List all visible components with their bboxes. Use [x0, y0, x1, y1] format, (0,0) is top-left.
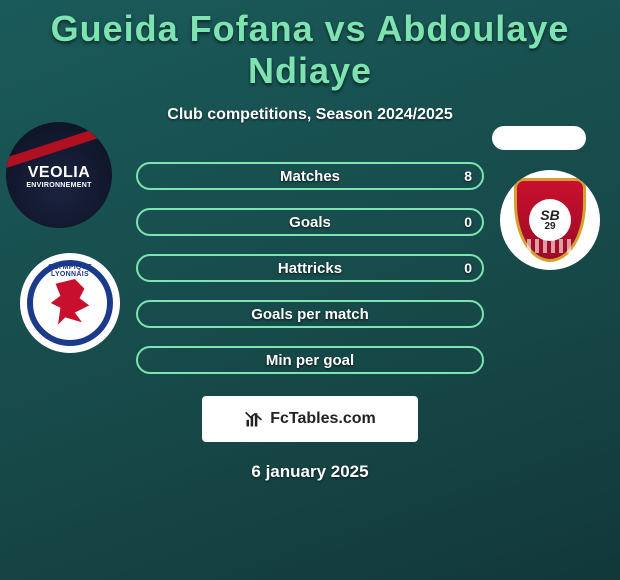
stat-label: Hattricks	[278, 260, 342, 277]
lyon-ring-text: OLYMPIQUE LYONNAIS	[33, 264, 107, 278]
brest-sb-text: SB	[540, 208, 559, 222]
club-crest-right: SB 29	[500, 170, 600, 270]
stat-right-value: 0	[464, 214, 472, 230]
stat-row-goals: Goals 0	[136, 208, 484, 236]
lyon-lion-icon	[46, 279, 94, 327]
chart-icon	[244, 409, 264, 429]
brest-stripes	[527, 239, 573, 253]
page-title: Gueida Fofana vs Abdoulaye Ndiaye	[0, 0, 620, 92]
jersey-stripe	[6, 122, 112, 170]
date-text: 6 january 2025	[0, 462, 620, 482]
brest-inner-circle: SB 29	[529, 199, 571, 241]
stat-row-matches: Matches 8	[136, 162, 484, 190]
lyon-ring: OLYMPIQUE LYONNAIS	[27, 260, 113, 346]
jersey-sponsor-sub: ENVIRONNEMENT	[6, 182, 112, 189]
fctables-label: FcTables.com	[270, 410, 376, 428]
stat-label: Min per goal	[266, 352, 354, 369]
stat-label: Goals per match	[251, 306, 369, 323]
club-crest-left: OLYMPIQUE LYONNAIS	[20, 253, 120, 353]
player-left-photo: VEOLIA ENVIRONNEMENT	[6, 122, 112, 228]
brest-year-text: 29	[544, 222, 555, 232]
stat-right-value: 8	[464, 168, 472, 184]
stat-right-value: 0	[464, 260, 472, 276]
player-right-photo	[492, 126, 586, 150]
subtitle: Club competitions, Season 2024/2025	[0, 106, 620, 124]
stat-row-min-per-goal: Min per goal	[136, 346, 484, 374]
jersey-sponsor: VEOLIA	[6, 164, 112, 182]
stat-label: Matches	[280, 168, 340, 185]
stat-row-goals-per-match: Goals per match	[136, 300, 484, 328]
jersey-graphic: VEOLIA ENVIRONNEMENT	[6, 122, 112, 228]
fctables-badge: FcTables.com	[202, 396, 418, 442]
brest-shield: SB 29	[514, 178, 586, 262]
stat-row-hattricks: Hattricks 0	[136, 254, 484, 282]
stat-label: Goals	[289, 214, 331, 231]
